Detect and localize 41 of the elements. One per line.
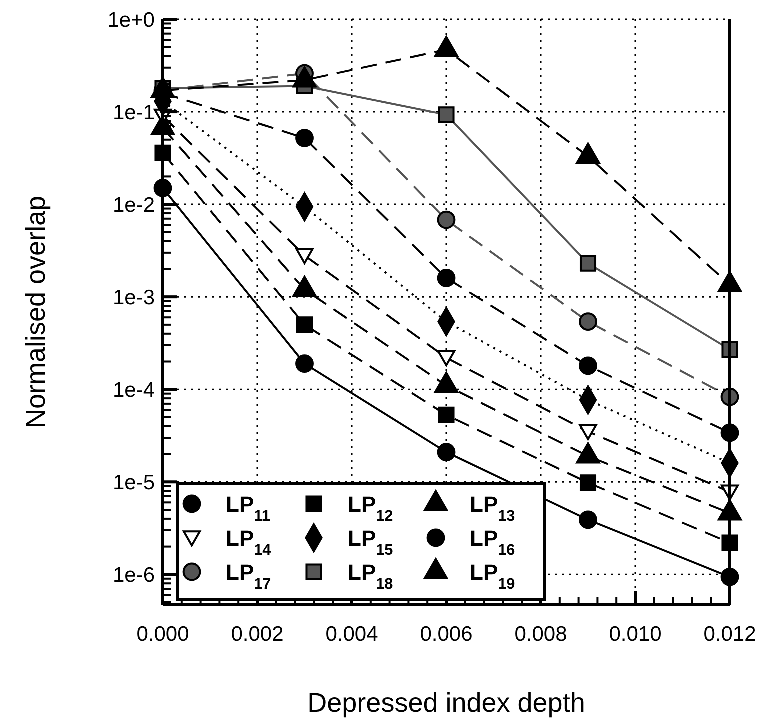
point	[580, 474, 597, 492]
legend-label: LP$_{14}$	[226, 526, 272, 558]
x-tick-label: 0.006	[420, 623, 473, 646]
point	[438, 106, 455, 124]
point	[579, 424, 598, 440]
x-axis-title: Depressed index depth	[308, 688, 586, 718]
point	[296, 354, 314, 373]
point	[579, 312, 598, 332]
legend-label: LP$_{18}$	[348, 560, 394, 592]
point	[438, 350, 456, 367]
y-tick-label: 1e-5	[112, 471, 155, 494]
legend-label: LP$_{12}$	[348, 492, 394, 524]
x-tick-label: 0.008	[514, 623, 568, 646]
y-tick-label: 1e-4	[112, 378, 156, 402]
point	[579, 356, 598, 376]
point	[580, 255, 597, 272]
legend-label: LP$_{11}$	[226, 492, 271, 524]
y-tick-label: 1e-6	[112, 564, 155, 588]
x-tick-label: 0.002	[231, 623, 284, 646]
x-tick-label: 0.010	[609, 623, 662, 646]
point	[437, 269, 456, 288]
legend-label: LP$_{15}$	[348, 526, 394, 558]
legend-label: LP$_{16}$	[470, 526, 516, 558]
point	[296, 248, 314, 264]
point	[438, 406, 455, 424]
point	[579, 510, 598, 530]
point	[437, 210, 456, 230]
x-tick-label: 0.004	[326, 623, 379, 646]
legend-label: LP$_{19}$	[470, 560, 516, 592]
point	[437, 443, 456, 462]
legend-label: LP$_{13}$	[470, 492, 516, 524]
y-tick-label: 1e+0	[108, 8, 155, 32]
x-tick-label: 0.012	[704, 623, 756, 646]
point	[296, 316, 314, 334]
y-tick-label: 1e-2	[112, 194, 155, 217]
legend-label: LP$_{17}$	[226, 560, 272, 592]
point	[296, 129, 314, 148]
y-axis-title: Normalised overlap	[21, 196, 51, 429]
x-tick-label: 0.000	[136, 623, 190, 646]
y-tick-label: 1e-3	[112, 286, 155, 310]
y-tick-label: 1e-1	[112, 101, 155, 124]
